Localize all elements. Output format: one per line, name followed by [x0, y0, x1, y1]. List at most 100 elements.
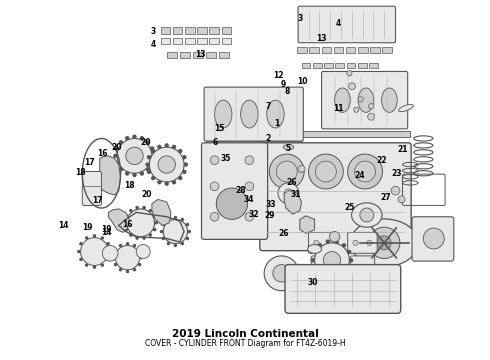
- Text: 5: 5: [285, 144, 290, 153]
- FancyBboxPatch shape: [298, 6, 395, 43]
- Circle shape: [102, 246, 118, 261]
- Text: 20: 20: [112, 143, 122, 152]
- Circle shape: [151, 149, 155, 153]
- Circle shape: [100, 264, 104, 267]
- Text: 7: 7: [266, 103, 271, 112]
- Circle shape: [117, 139, 152, 173]
- Circle shape: [182, 155, 187, 159]
- Text: 19: 19: [101, 225, 112, 234]
- Circle shape: [334, 239, 339, 244]
- Circle shape: [347, 266, 351, 271]
- Circle shape: [148, 233, 152, 237]
- Circle shape: [348, 83, 355, 90]
- Circle shape: [368, 104, 374, 109]
- Circle shape: [309, 154, 343, 189]
- Circle shape: [129, 233, 133, 237]
- Text: 12: 12: [273, 71, 284, 80]
- Circle shape: [125, 214, 128, 218]
- Bar: [358, 47, 368, 53]
- Text: 9: 9: [281, 80, 286, 89]
- Circle shape: [353, 240, 358, 246]
- Circle shape: [119, 140, 123, 144]
- Text: 16: 16: [97, 149, 107, 158]
- Circle shape: [106, 258, 110, 261]
- Bar: [221, 27, 231, 34]
- Text: 35: 35: [220, 154, 231, 163]
- Bar: [297, 131, 410, 137]
- FancyBboxPatch shape: [204, 87, 303, 141]
- Circle shape: [172, 145, 176, 149]
- Text: 34: 34: [243, 195, 254, 204]
- Circle shape: [318, 273, 322, 278]
- Circle shape: [245, 212, 254, 221]
- Circle shape: [147, 170, 151, 174]
- Circle shape: [284, 189, 293, 198]
- Circle shape: [115, 147, 119, 151]
- Circle shape: [368, 227, 400, 258]
- Bar: [209, 27, 219, 34]
- Circle shape: [138, 263, 141, 266]
- Circle shape: [115, 246, 140, 270]
- FancyBboxPatch shape: [350, 256, 375, 273]
- Bar: [206, 52, 216, 58]
- Circle shape: [313, 266, 317, 271]
- Circle shape: [273, 265, 290, 282]
- Circle shape: [125, 171, 129, 176]
- Circle shape: [349, 258, 353, 262]
- Circle shape: [329, 231, 340, 242]
- Circle shape: [79, 242, 83, 246]
- Circle shape: [153, 228, 156, 231]
- Text: 16: 16: [122, 220, 133, 229]
- Polygon shape: [99, 156, 121, 195]
- Polygon shape: [300, 216, 315, 233]
- Circle shape: [377, 236, 391, 250]
- Polygon shape: [284, 191, 301, 214]
- Ellipse shape: [352, 203, 382, 227]
- Circle shape: [210, 156, 219, 165]
- Bar: [383, 47, 392, 53]
- Circle shape: [79, 258, 83, 261]
- Circle shape: [112, 256, 115, 259]
- Circle shape: [162, 223, 165, 226]
- FancyBboxPatch shape: [309, 233, 338, 253]
- Circle shape: [142, 237, 146, 240]
- Bar: [167, 52, 177, 58]
- Bar: [313, 63, 321, 68]
- Bar: [324, 63, 333, 68]
- Ellipse shape: [350, 219, 418, 267]
- Circle shape: [119, 268, 122, 271]
- Circle shape: [80, 238, 108, 265]
- Ellipse shape: [215, 100, 232, 128]
- Text: 26: 26: [287, 177, 297, 186]
- Circle shape: [100, 236, 104, 240]
- Text: 32: 32: [248, 210, 259, 219]
- Circle shape: [140, 256, 143, 259]
- Circle shape: [119, 167, 123, 172]
- Circle shape: [348, 154, 383, 189]
- Ellipse shape: [283, 145, 294, 150]
- Circle shape: [151, 176, 155, 180]
- Text: 23: 23: [391, 169, 402, 178]
- FancyBboxPatch shape: [201, 143, 268, 239]
- Text: 33: 33: [265, 199, 276, 208]
- Ellipse shape: [398, 104, 414, 112]
- Circle shape: [154, 221, 158, 225]
- Circle shape: [138, 249, 141, 252]
- Circle shape: [135, 206, 139, 209]
- Circle shape: [298, 166, 305, 172]
- Bar: [221, 39, 231, 44]
- Circle shape: [315, 243, 349, 278]
- Bar: [193, 52, 203, 58]
- Circle shape: [115, 161, 119, 165]
- Circle shape: [135, 237, 139, 240]
- Polygon shape: [152, 199, 171, 225]
- Circle shape: [181, 218, 184, 221]
- Circle shape: [245, 156, 254, 165]
- Circle shape: [328, 240, 333, 246]
- Text: 19: 19: [82, 223, 93, 232]
- Circle shape: [347, 250, 351, 254]
- Circle shape: [140, 136, 144, 140]
- Text: 17: 17: [84, 158, 95, 167]
- Circle shape: [162, 237, 165, 240]
- Circle shape: [270, 154, 304, 189]
